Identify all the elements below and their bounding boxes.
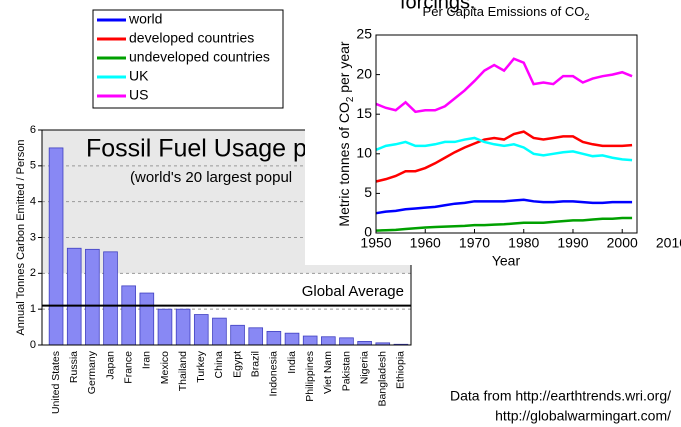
chart-title: Per Capita Emissions of CO2 [423, 4, 590, 22]
series-line [375, 136, 633, 162]
x-tick-label: Russia [68, 351, 80, 383]
legend-label: developed countries [129, 30, 254, 46]
y-tick-label: 5 [30, 160, 36, 172]
y-tick-label: 5 [364, 184, 372, 200]
x-tick-label: 1950 [360, 235, 391, 251]
bar [302, 335, 318, 346]
bar [357, 341, 372, 346]
x-tick-label: Turkey [195, 350, 207, 382]
x-tick-label: Viet Nam [322, 351, 334, 394]
y-axis-label-part: per year [336, 41, 352, 97]
x-tick-label: 1990 [557, 235, 588, 251]
y-axis-label: Annual Tonnes Carbon Emitted / Person [15, 139, 27, 335]
bar [266, 330, 282, 346]
y-tick-label: 10 [356, 145, 372, 161]
plot-frame [375, 34, 638, 234]
y-tick-label: 0 [30, 339, 36, 351]
x-tick-label: Egypt [231, 351, 243, 378]
x-tick-label: Thailand [177, 351, 189, 391]
chart-title: Fossil Fuel Usage pe [86, 135, 321, 163]
series-line [375, 198, 633, 215]
bar [321, 336, 336, 346]
y-tick-label: 15 [356, 105, 372, 121]
legend-label: US [129, 87, 148, 103]
x-tick-label: Germany [86, 350, 98, 394]
legend-label: UK [129, 68, 149, 84]
x-tick-label: Pakistan [340, 351, 352, 391]
bar [139, 292, 155, 346]
bar [121, 285, 136, 346]
bar [48, 147, 64, 346]
reference-label: Global Average [302, 283, 404, 300]
y-axis-label-part: Metric tonnes of CO [336, 102, 352, 227]
x-tick-label: 2010 [656, 235, 681, 251]
bar [193, 314, 209, 346]
legend-label: world [128, 11, 162, 27]
y-tick-label: 2 [30, 267, 36, 279]
x-tick-label: Indonesia [268, 351, 280, 397]
bar [103, 251, 118, 346]
bar [175, 308, 191, 346]
x-tick-label: Nigeria [358, 351, 370, 384]
series-line [375, 57, 633, 114]
source-line: http://globalwarmingart.com/ [495, 408, 671, 424]
series-line [375, 216, 633, 232]
legend-label: undeveloped countries [129, 49, 270, 65]
chart-subtitle: (world's 20 largest popul [130, 169, 292, 186]
header-fragment: forcings. [400, 0, 476, 13]
x-tick-label: Brazil [250, 351, 262, 377]
y-tick-label: 6 [30, 124, 36, 136]
chart-title-part: 2 [584, 12, 589, 22]
y-tick-label: 0 [364, 224, 372, 240]
x-tick-label: 1960 [410, 235, 441, 251]
bar [230, 324, 245, 346]
series-line [375, 130, 633, 183]
bar [339, 337, 354, 346]
y-axis-label-part: 2 [345, 97, 356, 102]
bar [212, 317, 227, 346]
bar [284, 332, 300, 346]
x-tick-label: France [122, 351, 134, 384]
y-tick-label: 25 [356, 26, 372, 42]
x-tick-label: 2000 [607, 235, 638, 251]
x-tick-label: Ethiopia [395, 351, 407, 389]
x-tick-label: 1970 [459, 235, 490, 251]
x-tick-label: Iran [141, 351, 153, 369]
x-tick-label: Mexico [159, 351, 171, 384]
x-tick-label: Philippines [304, 351, 316, 402]
x-tick-label: China [213, 351, 225, 379]
x-axis-label: Year [492, 253, 521, 269]
bar [66, 247, 82, 346]
x-tick-label: Japan [104, 351, 116, 380]
x-tick-label: India [286, 351, 298, 374]
bar [157, 308, 173, 346]
x-tick-label: 1980 [508, 235, 539, 251]
x-tick-label: Bangladesh [377, 351, 389, 407]
bar [248, 327, 264, 346]
bar [85, 248, 100, 346]
y-tick-label: 3 [30, 231, 36, 243]
chart-title-part: Per Capita Emissions of CO [423, 4, 585, 19]
y-tick-label: 4 [30, 196, 36, 208]
x-tick-label: United States [50, 351, 62, 414]
source-line: Data from http://earthtrends.wri.org/ [450, 388, 671, 404]
y-axis-label: Metric tonnes of CO2 per year [336, 41, 356, 227]
overlay-background [305, 0, 681, 265]
y-tick-label: 1 [30, 303, 36, 315]
y-tick-label: 20 [356, 65, 372, 81]
